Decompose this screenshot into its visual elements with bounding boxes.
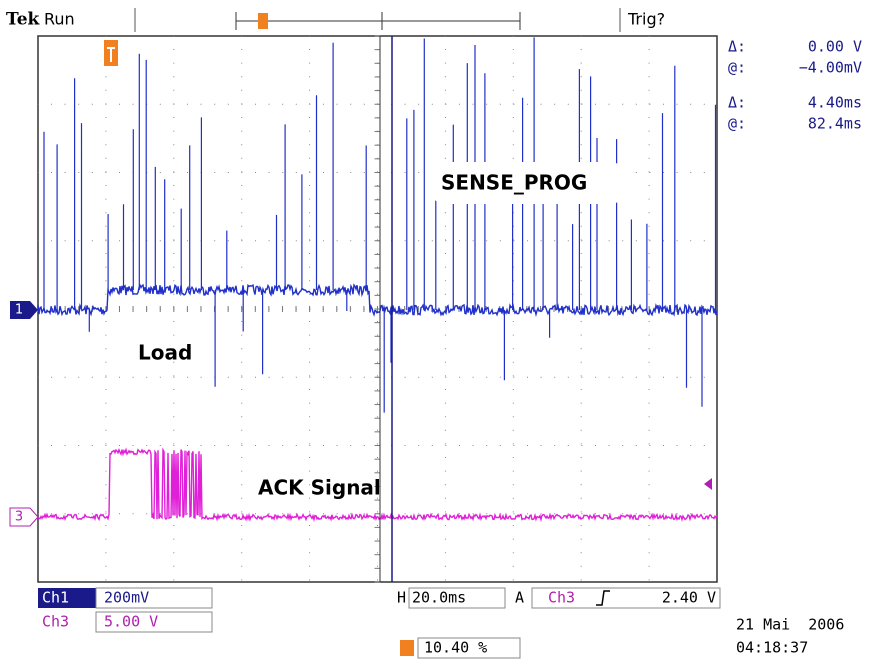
annotation: Load <box>138 341 192 365</box>
cursor-at: 82.4ms <box>808 115 862 133</box>
trigger-marker <box>104 40 118 66</box>
cursor-at: −4.00mV <box>799 59 862 77</box>
time: 04:18:37 <box>736 639 808 657</box>
cursor-at-label: @: <box>728 59 746 77</box>
marker-label: 3 <box>15 510 23 525</box>
marker-label: 1 <box>15 303 23 318</box>
run-status: Run <box>44 10 75 29</box>
channel-name: Ch3 <box>42 613 69 631</box>
annotation: SENSE_PROG <box>441 171 587 195</box>
timebase-label: H <box>397 589 406 607</box>
cursor-delta-label: Δ: <box>728 94 746 112</box>
cursor-delta-label: Δ: <box>728 38 746 56</box>
channel-name: Ch1 <box>42 589 69 607</box>
cursor-at-label: @: <box>728 115 746 133</box>
position-value: 10.40 % <box>424 639 487 657</box>
cursor-delta: 4.40ms <box>808 94 862 112</box>
position-icon <box>400 640 414 656</box>
trigger-mode: A <box>515 589 524 607</box>
trigger-status: Trig? <box>627 10 665 29</box>
channel-scale: 5.00 V <box>104 613 158 631</box>
timebase-value: 20.0ms <box>412 589 466 607</box>
annotation: ACK Signal <box>258 476 381 500</box>
trigger-source: Ch3 <box>548 589 575 607</box>
date: 21 Mai 2006 <box>736 616 844 634</box>
trigger-level: 2.40 V <box>662 589 716 607</box>
brand: Tek <box>6 10 41 30</box>
cursor-delta: 0.00 V <box>808 38 862 56</box>
oscilloscope-screen: Tek Run Trig? Δ: 0.00 V @: −4.00mV Δ: 4.… <box>0 0 877 660</box>
channel-scale: 200mV <box>104 589 149 607</box>
